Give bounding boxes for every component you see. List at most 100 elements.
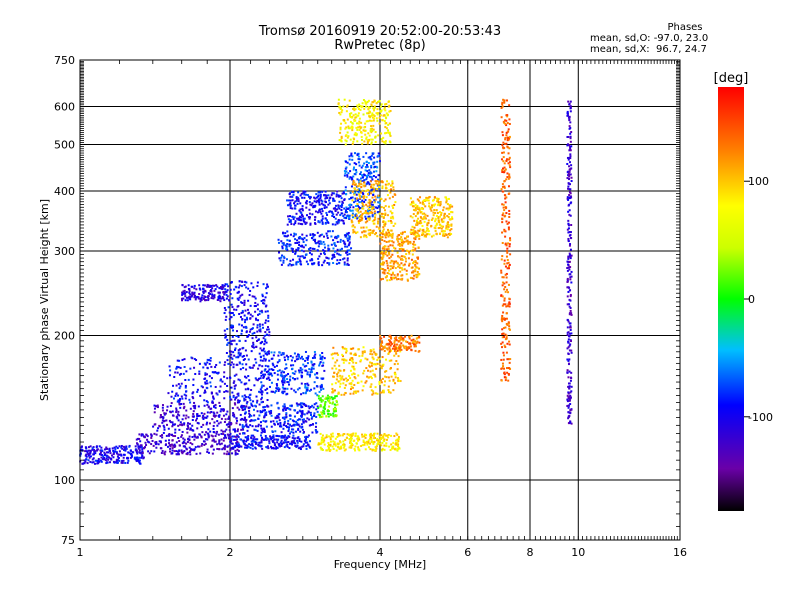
data-point (398, 263, 401, 266)
data-point (314, 216, 317, 219)
data-point (376, 443, 379, 446)
data-point (349, 357, 352, 360)
data-point (331, 223, 334, 226)
data-point (377, 194, 380, 197)
data-point (283, 381, 286, 384)
data-point (304, 436, 307, 439)
data-point (370, 141, 373, 144)
data-point (362, 385, 365, 388)
data-point (225, 390, 228, 393)
data-point (239, 413, 242, 416)
data-point (174, 394, 177, 397)
data-point (506, 371, 509, 374)
data-point (182, 440, 185, 443)
data-point (346, 433, 349, 436)
data-point (251, 425, 254, 428)
data-point (364, 211, 367, 214)
data-point (353, 376, 356, 379)
data-point (348, 204, 351, 207)
data-point (191, 424, 194, 427)
data-point (404, 340, 407, 343)
data-point (210, 377, 213, 380)
data-point (299, 260, 302, 263)
data-point (345, 216, 348, 219)
data-point (170, 402, 173, 405)
data-point (265, 341, 268, 344)
data-point (182, 402, 185, 405)
data-point (304, 420, 307, 423)
data-point (260, 401, 263, 404)
data-point (234, 347, 237, 350)
data-point (258, 444, 261, 447)
data-point (348, 198, 351, 201)
data-point (369, 350, 372, 353)
data-point (347, 433, 350, 436)
data-point (372, 128, 375, 131)
data-point (400, 255, 403, 258)
data-point (230, 312, 233, 315)
data-point (247, 396, 250, 399)
data-point (362, 179, 365, 182)
data-point (223, 390, 226, 393)
data-point (112, 453, 115, 456)
data-point (281, 247, 284, 250)
data-point (241, 406, 244, 409)
data-point (218, 361, 221, 364)
data-point (299, 202, 302, 205)
data-point (357, 348, 360, 351)
data-point (371, 448, 374, 451)
data-point (504, 138, 507, 141)
data-point (302, 363, 305, 366)
data-point (442, 234, 445, 237)
data-point (369, 448, 372, 451)
data-point (206, 284, 209, 287)
data-point (313, 350, 316, 353)
data-point (250, 414, 253, 417)
data-point (416, 262, 419, 265)
data-point (224, 430, 227, 433)
data-points (79, 98, 573, 465)
data-point (120, 461, 123, 464)
data-point (164, 439, 167, 442)
data-point (182, 407, 185, 410)
data-point (184, 417, 187, 420)
data-point (409, 197, 412, 200)
data-point (435, 223, 438, 226)
data-point (203, 298, 206, 301)
data-point (262, 430, 265, 433)
data-point (507, 152, 510, 155)
data-point (243, 314, 246, 317)
data-point (232, 428, 235, 431)
data-point (232, 381, 235, 384)
data-point (231, 442, 234, 445)
data-point (323, 253, 326, 256)
data-point (274, 430, 277, 433)
data-point (263, 416, 266, 419)
data-point (206, 421, 209, 424)
data-point (382, 254, 385, 257)
data-point (236, 428, 239, 431)
data-point (229, 288, 232, 291)
data-point (507, 321, 510, 324)
data-point (172, 444, 175, 447)
data-point (301, 245, 304, 248)
data-point (346, 259, 349, 262)
data-point (341, 258, 344, 261)
data-point (302, 430, 305, 433)
data-point (249, 289, 252, 292)
data-point (129, 456, 132, 459)
data-point (378, 383, 381, 386)
data-point (237, 442, 240, 445)
data-point (376, 235, 379, 238)
data-point (265, 292, 268, 295)
data-point (331, 391, 334, 394)
data-point (225, 351, 228, 354)
data-point (261, 295, 264, 298)
data-point (321, 434, 324, 437)
data-point (289, 202, 292, 205)
data-point (397, 278, 400, 281)
data-point (334, 236, 337, 239)
data-point (371, 196, 374, 199)
data-point (347, 216, 350, 219)
data-point (243, 284, 246, 287)
